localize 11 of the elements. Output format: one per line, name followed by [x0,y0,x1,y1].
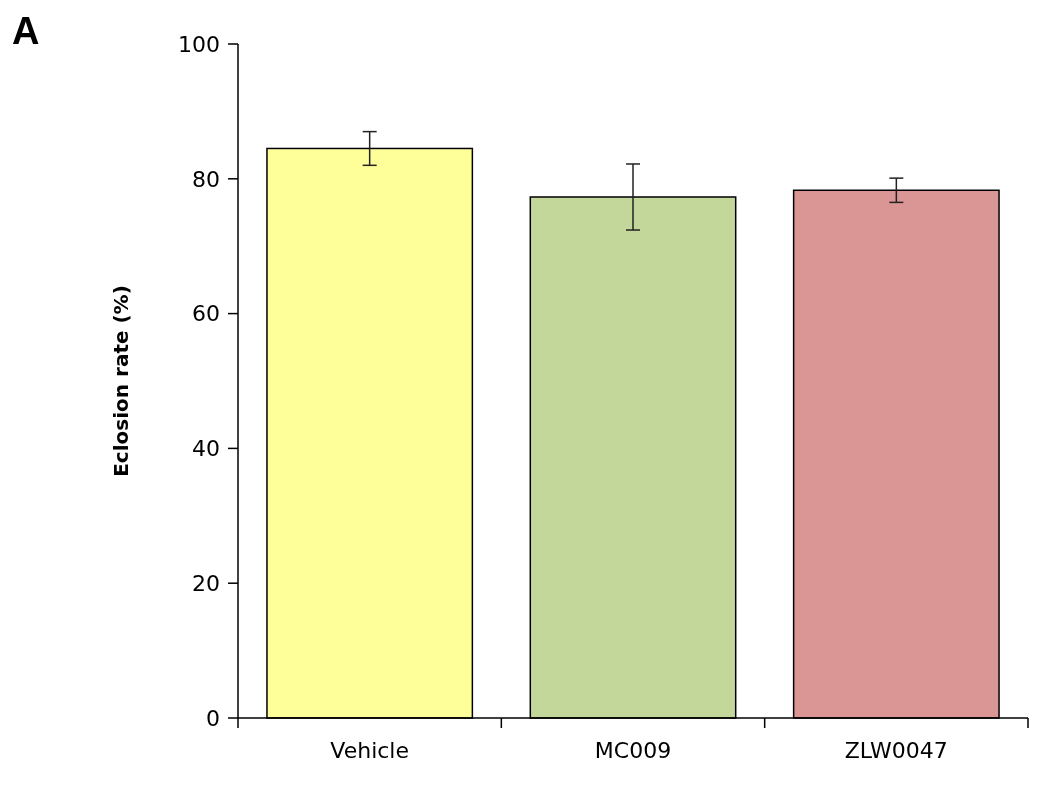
y-axis-title: Eclosion rate (%) [109,285,133,477]
y-tick-label: 20 [192,570,220,596]
y-tick-label: 40 [192,436,220,462]
x-tick-label: Vehicle [330,738,410,763]
text: A [12,10,40,52]
y-tick-label: 80 [192,166,220,192]
y-tick-label: 0 [206,705,220,731]
x-tick-label: MC009 [594,738,672,763]
y-tick-label: 100 [178,31,220,57]
y-tick-label: 60 [192,301,220,327]
x-tick-label: ZLW0047 [844,738,948,763]
